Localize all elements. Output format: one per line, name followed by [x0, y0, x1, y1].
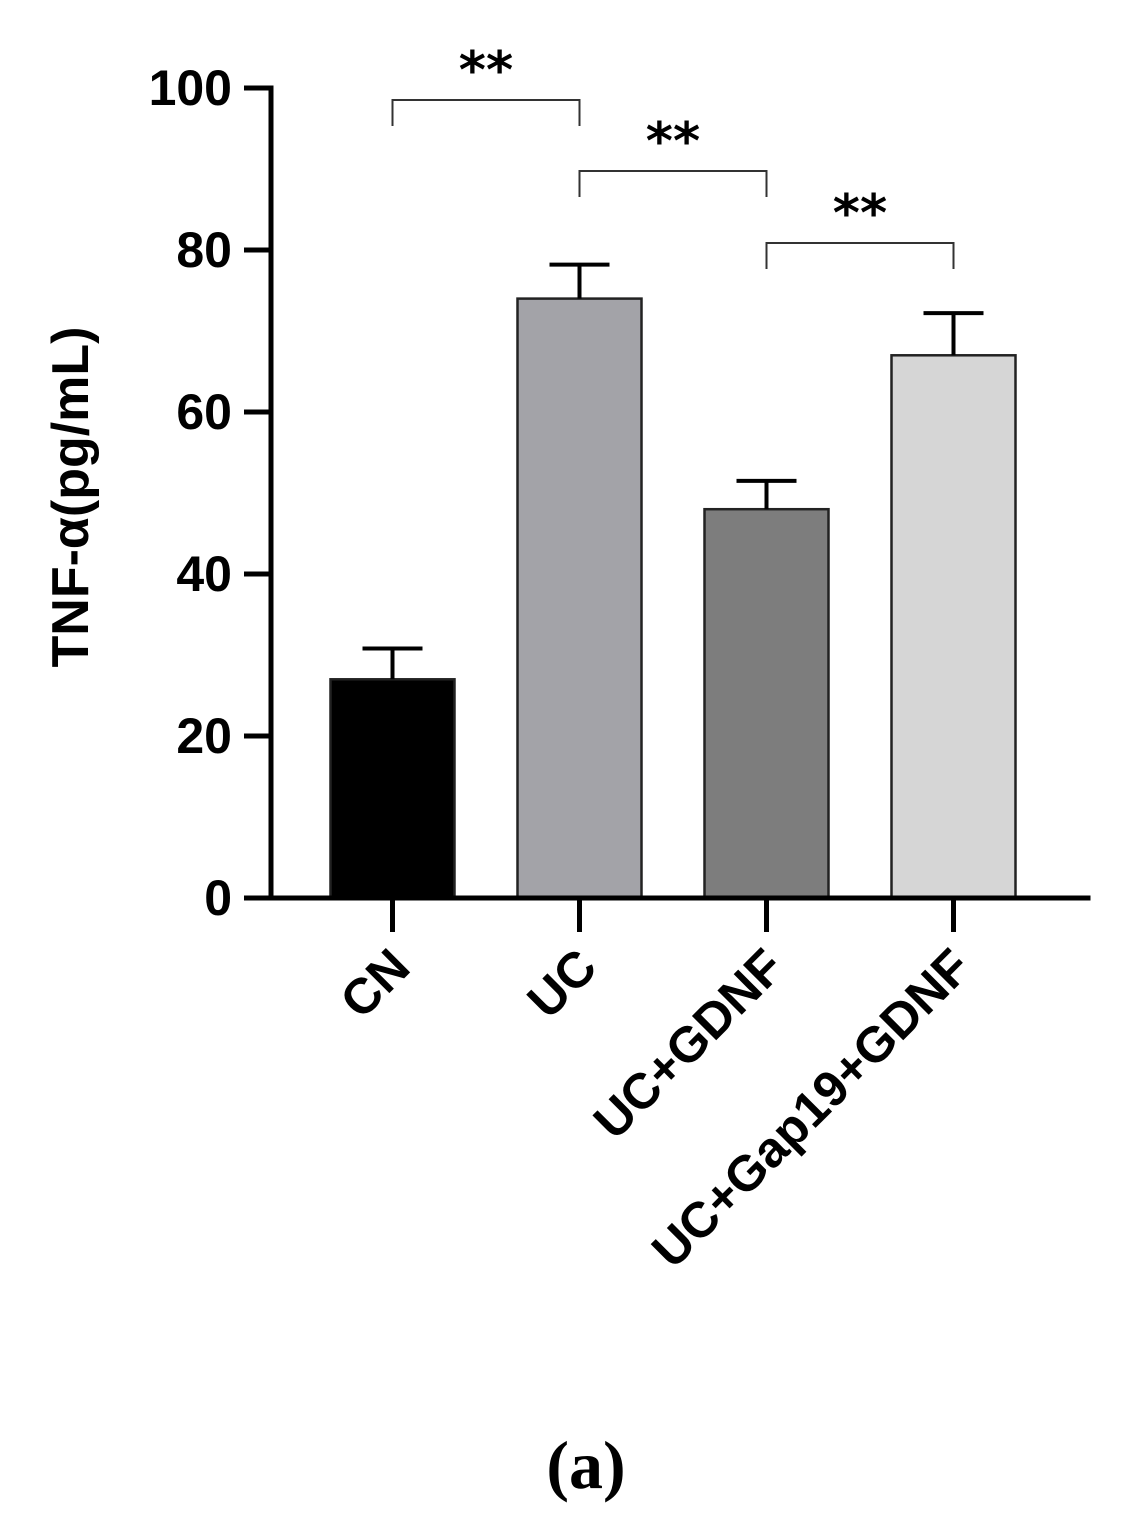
y-ticks-group: 0 20 40 60 80 100: [149, 60, 271, 926]
y-tick-label-100: 100: [149, 60, 232, 116]
panel-label: (a): [546, 1427, 625, 1503]
significance-bracket-2: [765, 242, 955, 269]
x-tick-label-3: UC+Gap19+GDNF: [641, 938, 981, 1278]
significance-group: ** ** **: [391, 41, 955, 269]
bar-0: [329, 678, 456, 900]
bar-1: [516, 297, 643, 900]
significance-label-2: **: [833, 184, 887, 244]
bar-2: [703, 507, 830, 900]
x-tick-label-1: UC: [517, 938, 608, 1029]
significance-bracket-0: [391, 99, 581, 126]
bar-3: [890, 354, 1017, 900]
y-tick-label-80: 80: [176, 222, 232, 278]
significance-label-1: **: [646, 112, 700, 172]
significance-bracket-1: [578, 170, 768, 197]
y-tick-label-0: 0: [204, 870, 232, 926]
y-tick-label-60: 60: [176, 384, 232, 440]
y-axis-label: TNF-α(pg/mL): [42, 327, 100, 668]
y-tick-label-20: 20: [176, 708, 232, 764]
error-bar-3: [923, 311, 984, 356]
error-bar-2: [736, 478, 797, 510]
x-tick-label-0: CN: [330, 938, 421, 1029]
error-bar-0: [362, 646, 423, 680]
error-bars-group: [362, 262, 984, 680]
error-bar-1: [549, 262, 610, 299]
y-tick-label-40: 40: [176, 546, 232, 602]
bars-group: [329, 297, 1017, 900]
significance-label-0: **: [459, 41, 513, 101]
